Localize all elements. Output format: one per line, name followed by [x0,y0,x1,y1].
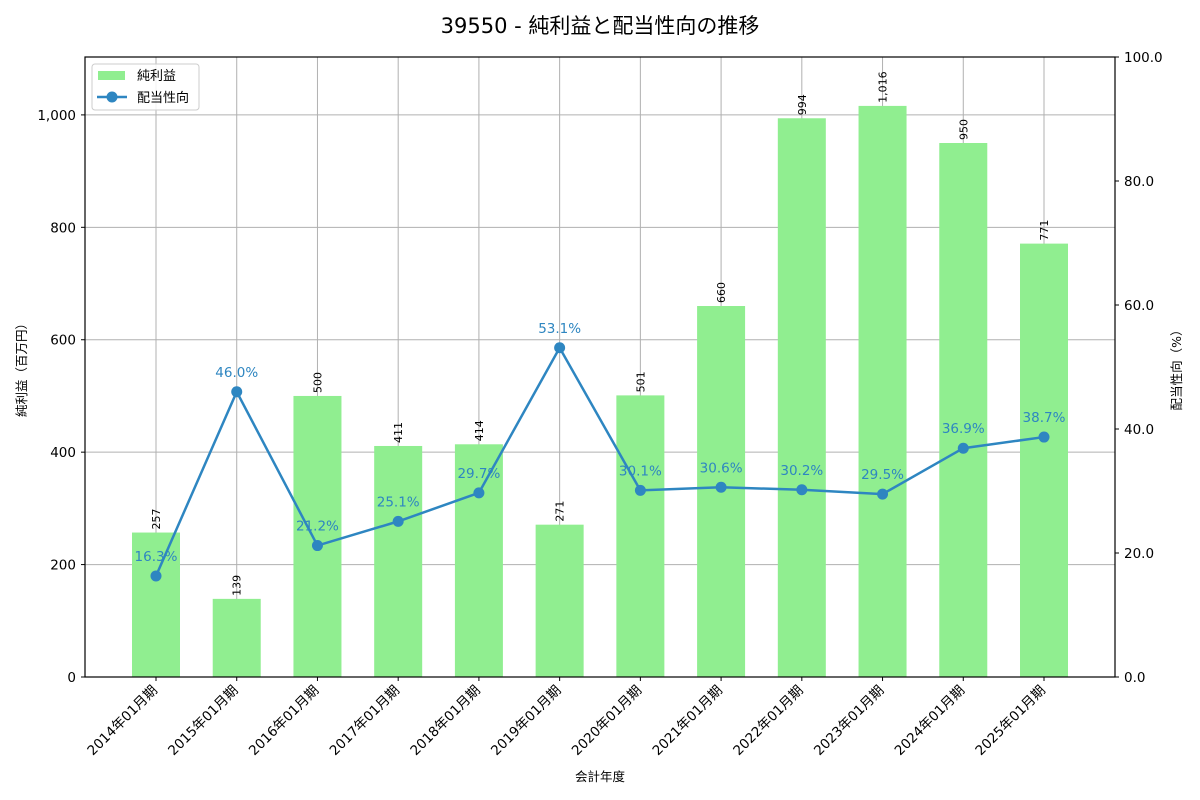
x-tick-label: 2019年01月期 [488,683,564,759]
line-value-label: 29.5% [861,467,904,483]
x-axis: 2014年01月期 2015年01月期 2016年01月期 2017年01月期 2018… [84,677,1049,759]
line-value-label: 46.0% [215,365,258,381]
x-axis-label: 会計年度 [575,769,626,784]
right-tick-label: 60.0 [1124,298,1154,314]
line-marker [634,484,646,496]
bar [858,105,907,677]
line-marker [392,515,404,527]
bar [454,444,503,677]
x-tick-label: 2022年01月期 [730,683,806,759]
bar-value-label: 660 [715,282,728,303]
bar-value-label: 950 [957,119,970,140]
legend-bar-swatch [98,71,125,80]
bar [939,143,988,677]
legend: 純利益 配当性向 [91,63,200,111]
line-marker [1038,431,1050,443]
line-marker [554,342,566,354]
x-tick-label: 2015年01月期 [165,683,241,759]
x-tick-label: 2018年01月期 [407,683,483,759]
line-marker [150,570,162,582]
x-tick-label: 2016年01月期 [246,683,322,759]
plot-frame [84,56,1116,678]
x-tick-label: 2021年01月期 [650,683,726,759]
left-tick-label: 1,000 [37,108,76,124]
bar-value-label: 139 [231,575,244,596]
line-value-label: 30.2% [780,463,823,479]
line-value-label: 25.1% [377,494,420,510]
line-value-label: 36.9% [942,421,985,437]
right-tick-label: 0.0 [1124,670,1145,686]
left-y-axis: 0 200 400 600 800 1,000 [37,108,85,686]
left-tick-label: 600 [50,333,76,349]
line-value-label: 30.6% [700,460,743,476]
right-y-axis-label: 配当性向（%） [1169,324,1184,411]
legend-label-payout-ratio: 配当性向 [137,90,189,106]
bar [616,395,665,677]
left-tick-label: 200 [50,558,76,574]
line-value-label: 38.7% [1023,410,1066,426]
bar [777,118,826,677]
bar-series [132,105,1068,677]
x-tick-label: 2023年01月期 [811,683,887,759]
bar-value-label: 271 [554,501,567,522]
line-value-label: 21.2% [296,519,339,535]
bar-value-label: 414 [473,420,486,441]
bar [132,532,180,677]
payout-line [154,345,1045,577]
bar [293,395,342,677]
bar [212,598,261,677]
x-tick-label: 2024年01月期 [892,683,968,759]
line-marker [957,442,969,454]
bar [374,445,423,677]
line-series [150,342,1050,582]
bar-value-label: 501 [634,371,647,392]
left-tick-label: 0 [67,670,76,686]
left-y-axis-label: 純利益（百万円） [14,317,29,417]
line-marker [877,488,889,500]
right-tick-label: 20.0 [1124,546,1154,562]
bar-value-label: 994 [796,94,809,115]
bar-value-label: 411 [392,422,405,443]
x-tick-label: 2025年01月期 [972,683,1048,759]
right-tick-label: 80.0 [1124,174,1154,190]
left-tick-label: 800 [50,220,76,236]
bar-value-labels: 257 139 500 411 414 271 501 660 994 1,016 950 771 [150,71,1051,595]
bar-value-label: 1,016 [877,71,890,103]
right-y-axis: 0.0 20.0 40.0 60.0 80.0 100.0 [1115,50,1163,686]
line-value-label: 29.7% [457,466,500,482]
x-tick-label: 2017年01月期 [327,683,403,759]
right-tick-label: 40.0 [1124,422,1154,438]
line-marker [796,484,808,496]
bar-value-label: 500 [311,372,324,393]
line-marker [311,540,323,552]
right-tick-label: 100.0 [1124,50,1163,66]
line-marker [473,487,485,499]
chart-title: 39550 - 純利益と配当性向の推移 [441,14,760,38]
line-marker [715,481,727,493]
legend-marker-icon [106,91,118,103]
line-value-label: 53.1% [538,321,581,337]
left-tick-label: 400 [50,445,76,461]
bar-value-label: 771 [1038,220,1051,241]
line-value-label: 16.3% [135,549,178,565]
x-tick-label: 2020年01月期 [569,683,645,759]
legend-label-net-income: 純利益 [137,69,176,84]
line-value-labels: 16.3% 46.0% 21.2% 25.1% 29.7% 53.1% 30.1% 30.6%… [135,321,1066,565]
line-marker [231,386,243,398]
line-value-label: 30.1% [619,463,662,479]
bar [535,524,584,677]
bar [1020,243,1068,677]
bar-value-label: 257 [150,509,163,530]
x-tick-label: 2014年01月期 [84,683,160,759]
